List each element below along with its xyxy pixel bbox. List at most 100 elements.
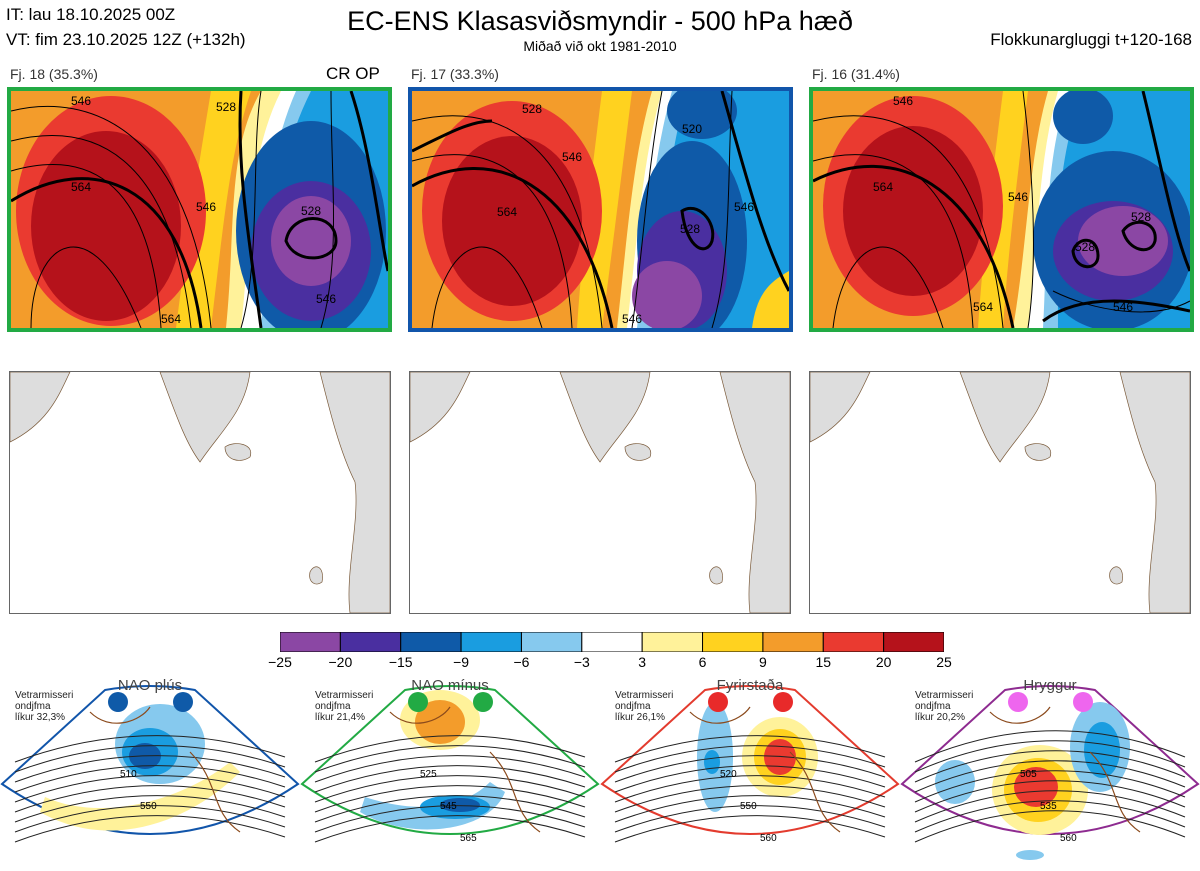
anomaly-blob xyxy=(415,700,465,744)
contour-label: 564 xyxy=(973,300,993,314)
colorbar-tick-label: −3 xyxy=(573,654,590,670)
coastline xyxy=(989,706,1051,724)
regime-note: ondjfma xyxy=(15,701,51,712)
regime-note: líkur 26,1% xyxy=(615,712,665,723)
regime-note: ondjfma xyxy=(615,701,651,712)
colorbar-swatch xyxy=(641,632,704,652)
contour-line xyxy=(914,790,1186,823)
valid-time: VT: fim 23.10.2025 12Z (+132h) xyxy=(6,30,246,49)
contour-line xyxy=(914,750,1186,783)
regime-row: NAO plús Vetrarmisseri ondjfma líkur 32,3% 5… xyxy=(0,672,1200,871)
regime-contour-label: 545 xyxy=(440,801,457,812)
colorbar-tick-label: −25 xyxy=(268,654,292,670)
colorbar-swatch xyxy=(400,632,462,652)
empty-map-2 xyxy=(409,371,791,614)
colorbar-swatch xyxy=(581,632,643,652)
init-time: IT: lau 18.10.2025 00Z xyxy=(6,5,176,24)
colorbar-tick-label: 6 xyxy=(698,654,707,670)
contour-line xyxy=(614,815,886,843)
contour-line xyxy=(14,735,286,763)
anomaly-blob xyxy=(1016,850,1044,860)
classification-window: Flokkunargluggi t+120-168 xyxy=(990,30,1192,49)
colorbar-swatch xyxy=(762,632,824,652)
contour-line xyxy=(14,805,286,833)
cluster-label-1: Fj. 18 (35.3%) xyxy=(10,66,98,82)
regime-dot xyxy=(173,692,193,712)
contour-label: 528 xyxy=(680,222,700,236)
contour-label: 546 xyxy=(1008,190,1028,204)
regime-note: líkur 20,2% xyxy=(915,712,965,723)
cluster-map-3: 546 564 546 528 528 546 564 xyxy=(809,87,1194,332)
colorbar-tick-label: 20 xyxy=(875,654,892,670)
regime-note: Vetrarmisseri xyxy=(615,690,673,701)
regime-note: líkur 32,3% xyxy=(15,712,65,723)
regime-dot xyxy=(773,692,793,712)
contour-line xyxy=(314,755,586,783)
contour-line xyxy=(14,795,286,823)
contour-line xyxy=(914,760,1186,793)
regime-dot xyxy=(708,692,728,712)
contour-line xyxy=(614,755,886,783)
regime-title: NAO mínus xyxy=(411,677,489,694)
cluster-map-1: 546 564 528 546 564 546 528 xyxy=(7,87,392,332)
regime-contour-label: 550 xyxy=(740,801,757,812)
colorbar-tick-label: 25 xyxy=(936,654,952,670)
contour-line xyxy=(614,765,886,793)
coastline xyxy=(489,751,541,833)
page-subtitle: Miðað við okt 1981-2010 xyxy=(523,38,677,54)
contour-line xyxy=(614,805,886,833)
regime-dot xyxy=(1008,692,1028,712)
contour-label: 520 xyxy=(682,122,702,136)
coastline xyxy=(1089,751,1141,833)
contour-line xyxy=(14,815,286,843)
cluster-map-2: 528 546 564 528 546 546 520 xyxy=(408,87,793,332)
regime-contour-label: 560 xyxy=(1060,833,1077,844)
coastline xyxy=(189,751,241,833)
contour-label: 528 xyxy=(1075,240,1095,254)
contour-line xyxy=(914,800,1186,833)
contour-label: 546 xyxy=(316,292,336,306)
anomaly-blob xyxy=(935,760,975,804)
regime-note: Vetrarmisseri xyxy=(915,690,973,701)
regime-title: Fyrirstaða xyxy=(717,677,784,694)
anomaly-blob xyxy=(440,798,480,812)
contour-line xyxy=(914,740,1186,773)
contour-label: 528 xyxy=(1131,210,1151,224)
contour-line xyxy=(14,785,286,813)
contour-line xyxy=(314,735,586,763)
coastline xyxy=(389,706,451,724)
regime-title: Hryggur xyxy=(1023,677,1076,694)
colorbar-tick-label: −6 xyxy=(513,654,530,670)
colorbar-swatch xyxy=(520,632,583,652)
colorbar-swatch xyxy=(822,632,885,652)
regime-dot xyxy=(108,692,128,712)
contour-label: 546 xyxy=(71,94,91,108)
cluster-label-3: Fj. 16 (31.4%) xyxy=(812,66,900,82)
contour-label: 546 xyxy=(622,312,642,326)
colorbar-tick-label: −20 xyxy=(328,654,353,670)
empty-map-3 xyxy=(809,371,1191,614)
contour-line xyxy=(314,765,586,793)
contour-line xyxy=(314,805,586,833)
contour-label: 564 xyxy=(873,180,893,194)
regime-note: ondjfma xyxy=(315,701,351,712)
contour-line xyxy=(14,755,286,783)
regime-dot xyxy=(408,692,428,712)
regime-outline xyxy=(300,685,600,835)
contour-line xyxy=(314,815,586,843)
regime-note: ondjfma xyxy=(915,701,951,712)
cluster-label-2: Fj. 17 (33.3%) xyxy=(411,66,499,82)
contour-label: 546 xyxy=(893,94,913,108)
contour-line xyxy=(314,775,586,803)
contour-line xyxy=(614,745,886,773)
contour-line xyxy=(14,775,286,803)
regime-contour-label: 520 xyxy=(720,769,737,780)
contour-line xyxy=(314,745,586,773)
contour-line xyxy=(614,795,886,823)
regime-note: Vetrarmisseri xyxy=(315,690,373,701)
regime-title: NAO plús xyxy=(118,677,182,694)
contour-line xyxy=(14,745,286,773)
